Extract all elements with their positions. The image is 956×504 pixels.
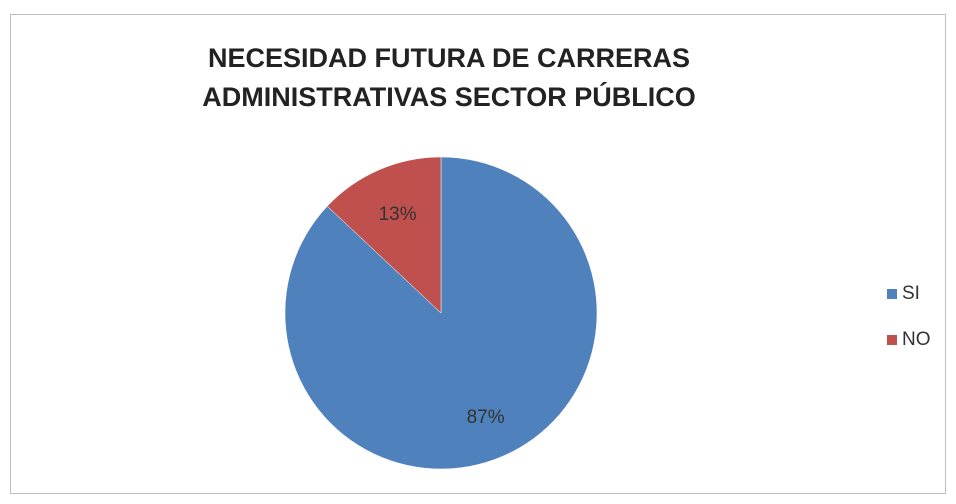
legend-label-no: NO <box>902 329 931 350</box>
pie-plot: 87% 13% <box>284 156 598 470</box>
chart-legend: SI NO <box>887 283 931 375</box>
legend-swatch-no <box>887 335 897 345</box>
pie-label-si: 87% <box>467 407 505 428</box>
legend-item-si: SI <box>887 283 931 305</box>
legend-item-no: NO <box>887 329 931 351</box>
legend-swatch-si <box>887 289 897 299</box>
pie-label-no: 13% <box>379 204 417 225</box>
chart-title: NECESIDAD FUTURA DE CARRERAS ADMINISTRAT… <box>11 39 887 117</box>
legend-label-si: SI <box>902 283 920 304</box>
chart-area: NECESIDAD FUTURA DE CARRERAS ADMINISTRAT… <box>10 14 946 494</box>
chart-title-line-1: NECESIDAD FUTURA DE CARRERAS <box>207 43 691 73</box>
chart-title-line-2: ADMINISTRATIVAS SECTOR PÚBLICO <box>202 82 696 112</box>
pie-slice-no <box>326 156 442 314</box>
